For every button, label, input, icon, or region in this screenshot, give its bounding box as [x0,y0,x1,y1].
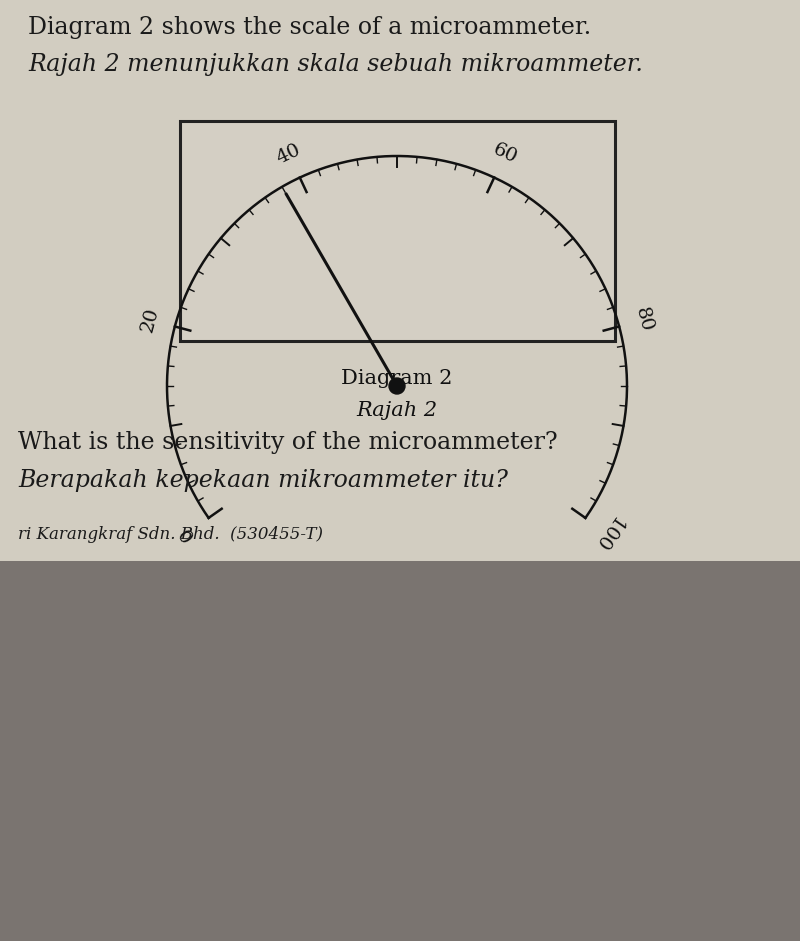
Text: 0: 0 [176,522,198,543]
Text: Rajah 2 menunjukkan skala sebuah mikroammeter.: Rajah 2 menunjukkan skala sebuah mikroam… [28,53,643,76]
Bar [180,121,615,341]
Bar [0,0,800,441]
Circle shape [389,378,405,394]
Text: What is the sensitivity of the microammeter?: What is the sensitivity of the microamme… [18,431,558,454]
Bar [0,0,800,561]
Text: Berapakah kepekaan mikroammeter itu?: Berapakah kepekaan mikroammeter itu? [18,469,508,492]
Text: Diagram 2: Diagram 2 [342,369,453,388]
Bar [0,441,800,941]
Text: 100: 100 [589,513,625,553]
Text: 20: 20 [138,306,162,334]
Text: ri Karangkraf Sdn. Bhd.  (530455-T): ri Karangkraf Sdn. Bhd. (530455-T) [18,526,323,543]
Text: 40: 40 [274,140,304,167]
Text: Rajah 2: Rajah 2 [357,401,438,420]
Text: 80: 80 [632,306,656,334]
Text: 60: 60 [490,140,520,167]
Text: Diagram 2 shows the scale of a microammeter.: Diagram 2 shows the scale of a microamme… [28,16,591,39]
